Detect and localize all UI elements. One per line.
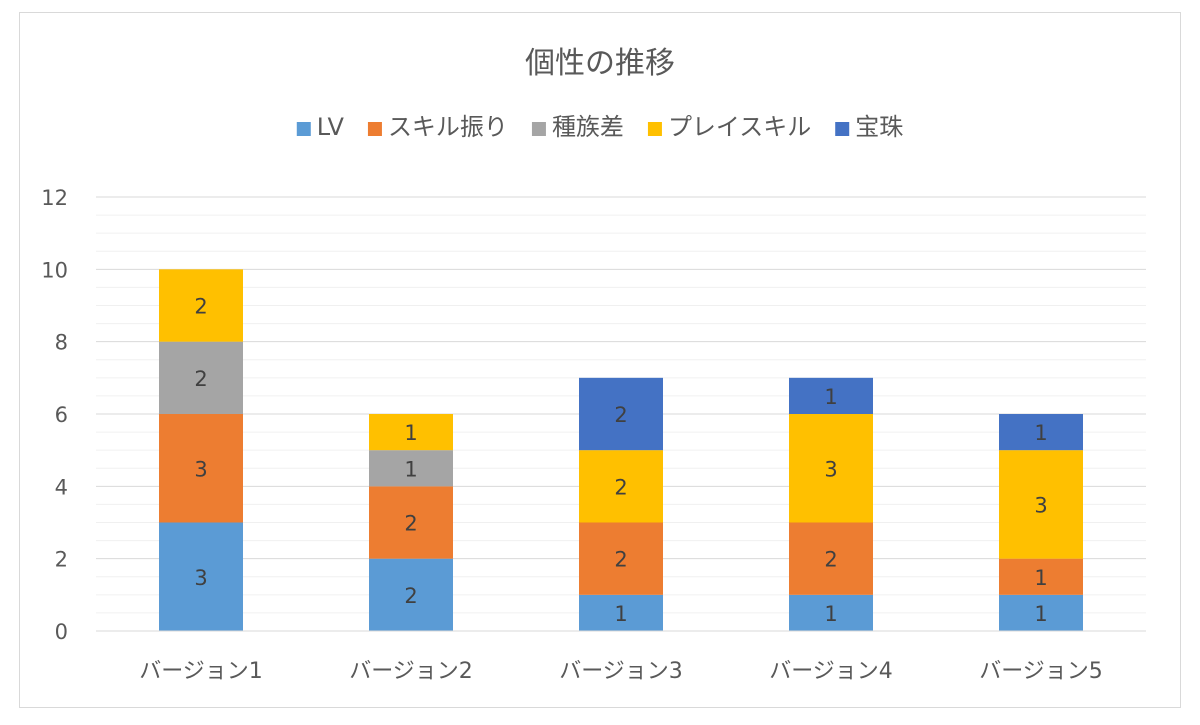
bars: 3 3 2 2 2 2 1 1 1 2 2 2 1 2 3 1 1 1 3 1 [159, 269, 1083, 631]
bar-segment [159, 269, 243, 342]
legend-item: スキル振り [367, 113, 508, 141]
bar-segment [789, 522, 873, 595]
bar-segment [369, 450, 453, 487]
bar-segment [369, 486, 453, 559]
data-label: 1 [824, 385, 837, 409]
data-label: 1 [404, 421, 417, 445]
data-label: 1 [824, 602, 837, 626]
bar-segment [789, 594, 873, 631]
bar-segment [369, 414, 453, 451]
y-tick-label: 4 [55, 475, 68, 499]
legend-label: プレイスキル [668, 113, 811, 141]
data-label: 2 [614, 403, 627, 427]
legend: LV スキル振り 種族差 プレイスキル 宝珠 [296, 113, 903, 141]
legend-item: 宝珠 [835, 113, 903, 141]
data-label: 2 [194, 367, 207, 391]
legend-swatch [531, 122, 546, 136]
legend-label: 種族差 [552, 113, 624, 141]
legend-swatch [647, 122, 662, 136]
y-tick-label: 10 [41, 258, 68, 282]
data-label: 3 [824, 457, 837, 481]
legend-swatch [835, 122, 850, 136]
bar-segment [159, 414, 243, 523]
data-label: 1 [1034, 602, 1047, 626]
data-label: 1 [614, 602, 627, 626]
bar-segment [159, 341, 243, 414]
y-tick-label: 2 [55, 548, 68, 572]
data-label: 2 [614, 548, 627, 572]
x-axis: バージョン1 バージョン2 バージョン3 バージョン4 バージョン5 [96, 630, 1146, 684]
legend-swatch [367, 122, 382, 136]
data-label: 3 [194, 457, 207, 481]
bar-segment [999, 558, 1083, 595]
bar-segment [789, 377, 873, 414]
x-category-label: バージョン1 [139, 659, 263, 684]
bar-segment [999, 450, 1083, 559]
legend-item: プレイスキル [647, 113, 811, 141]
data-label: 1 [404, 457, 417, 481]
data-label: 3 [194, 566, 207, 590]
data-label: 1 [1034, 566, 1047, 590]
legend-label: 宝珠 [855, 113, 903, 141]
x-category-label: バージョン3 [559, 659, 683, 684]
bar-segment [999, 414, 1083, 451]
y-tick-label: 0 [55, 620, 68, 644]
bar-segment [579, 594, 663, 631]
data-label: 2 [404, 512, 417, 536]
legend-label: スキル振り [388, 113, 508, 141]
chart-title: 個性の推移 [525, 46, 675, 81]
bar-segment [579, 450, 663, 523]
bar-segment [159, 522, 243, 631]
legend-label: LV [317, 113, 345, 141]
bar-segment [579, 377, 663, 451]
y-tick-label: 6 [55, 403, 68, 427]
legend-item: 種族差 [531, 113, 624, 141]
y-tick-label: 8 [55, 331, 68, 355]
x-category-label: バージョン4 [769, 659, 893, 684]
x-category-label: バージョン5 [979, 659, 1103, 684]
y-axis: 0 2 4 6 8 10 12 [41, 186, 68, 644]
bar-segment [789, 414, 873, 523]
data-label: 2 [824, 548, 837, 572]
data-label: 2 [404, 584, 417, 608]
legend-item: LV [296, 113, 345, 141]
data-label: 2 [194, 295, 207, 319]
bar-segment [369, 558, 453, 631]
x-category-label: バージョン2 [349, 659, 473, 684]
legend-swatch [296, 122, 311, 136]
data-label: 3 [1034, 493, 1047, 517]
data-label: 2 [614, 475, 627, 499]
data-label: 1 [1034, 421, 1047, 445]
y-tick-label: 12 [41, 186, 68, 210]
bar-segment [579, 522, 663, 595]
bar-segment [999, 594, 1083, 631]
